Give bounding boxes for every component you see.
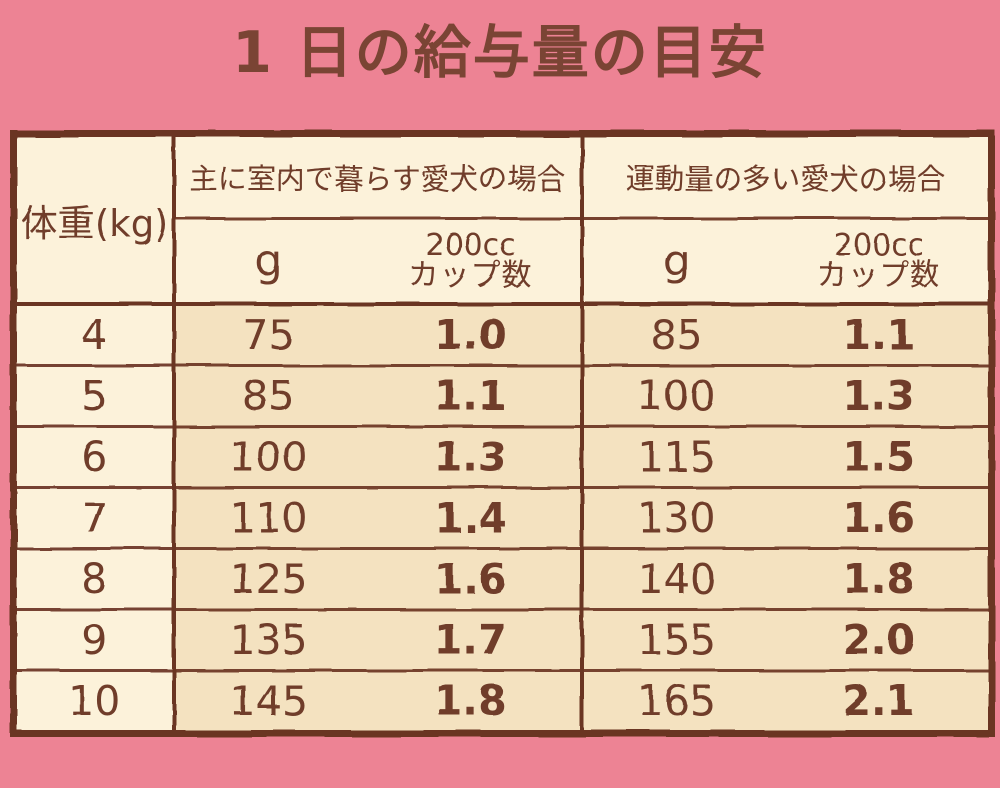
indoor-grams-value: 145 (171, 669, 362, 734)
indoor-grams-value: 85 (171, 364, 362, 427)
weight-value: 6 (13, 425, 174, 488)
table-row: 10 145 1.8 165 2.1 (13, 669, 992, 734)
indoor-grams-value: 125 (171, 547, 362, 610)
indoor-grams-value: 135 (171, 608, 362, 671)
weight-value: 4 (13, 302, 174, 366)
weight-value: 5 (13, 364, 174, 427)
table-header: 体重(kg) 主に室内で暮らす愛犬の場合 運動量の多い愛犬の場合 g 200cc… (13, 133, 992, 306)
indoor-cups-value: 1.3 (361, 425, 582, 488)
active-cups-value: 1.5 (769, 425, 992, 488)
group-title-row: 体重(kg) 主に室内で暮らす愛犬の場合 運動量の多い愛犬の場合 (13, 133, 992, 306)
weight-value: 8 (13, 547, 174, 610)
active-cups-value: 1.8 (769, 547, 992, 610)
table-row: 4 75 1.0 85 1.1 (13, 302, 992, 366)
active-cups-value: 1.3 (769, 364, 992, 427)
active-grams-value: 100 (579, 364, 770, 427)
indoor-cups-value: 1.0 (361, 302, 582, 366)
indoor-cups-header-line2: カップ数 (408, 258, 533, 293)
active-cups-header-line2: カップ数 (816, 258, 941, 293)
active-cups-header: 200cc カップ数 (769, 218, 992, 306)
table-row: 6 100 1.3 115 1.5 (13, 425, 992, 488)
active-grams-header: g (579, 218, 770, 306)
indoor-cups-value: 1.7 (361, 608, 582, 671)
table-body: 4 75 1.0 85 1.1 5 85 1.1 100 1.3 6 100 1… (13, 302, 992, 734)
active-cups-header-line1: 200cc (833, 228, 924, 263)
active-cups-value: 2.0 (769, 608, 992, 671)
active-grams-value: 85 (579, 302, 770, 366)
active-grams-value: 165 (579, 669, 770, 734)
indoor-cups-value: 1.6 (361, 547, 582, 610)
indoor-grams-value: 110 (171, 486, 362, 549)
active-grams-value: 130 (579, 486, 770, 549)
indoor-cups-header: 200cc カップ数 (361, 218, 582, 306)
page-title: 1 日の給与量の目安 (232, 20, 768, 86)
indoor-cups-header-line1: 200cc (425, 228, 516, 263)
table-row: 9 135 1.7 155 2.0 (13, 608, 992, 671)
indoor-grams-value: 75 (171, 302, 362, 366)
active-cups-value: 1.6 (769, 486, 992, 549)
table-row: 7 110 1.4 130 1.6 (13, 486, 992, 549)
weight-value: 9 (13, 608, 174, 671)
table-row: 8 125 1.6 140 1.8 (13, 547, 992, 610)
active-cups-value: 2.1 (769, 669, 992, 734)
unit-header-row: g 200cc カップ数 g 200cc カップ数 (14, 218, 992, 306)
indoor-cups-value: 1.8 (361, 669, 582, 734)
indoor-cups-value: 1.4 (361, 486, 582, 549)
weight-column-header: 体重(kg) (13, 133, 174, 306)
active-group-header: 運動量の多い愛犬の場合 (579, 133, 992, 220)
indoor-grams-value: 100 (171, 425, 362, 488)
active-grams-value: 115 (579, 425, 770, 488)
weight-value: 10 (13, 669, 174, 734)
indoor-group-header: 主に室内で暮らす愛犬の場合 (171, 133, 582, 220)
indoor-grams-header: g (171, 218, 362, 306)
active-grams-value: 140 (579, 547, 770, 610)
active-cups-value: 1.1 (769, 302, 992, 366)
table-row: 5 85 1.1 100 1.3 (13, 364, 992, 427)
indoor-cups-value: 1.1 (361, 364, 582, 427)
active-grams-value: 155 (579, 608, 770, 671)
feeding-guide-table: 体重(kg) 主に室内で暮らす愛犬の場合 運動量の多い愛犬の場合 g 200cc… (10, 130, 996, 737)
weight-value: 7 (13, 486, 174, 549)
